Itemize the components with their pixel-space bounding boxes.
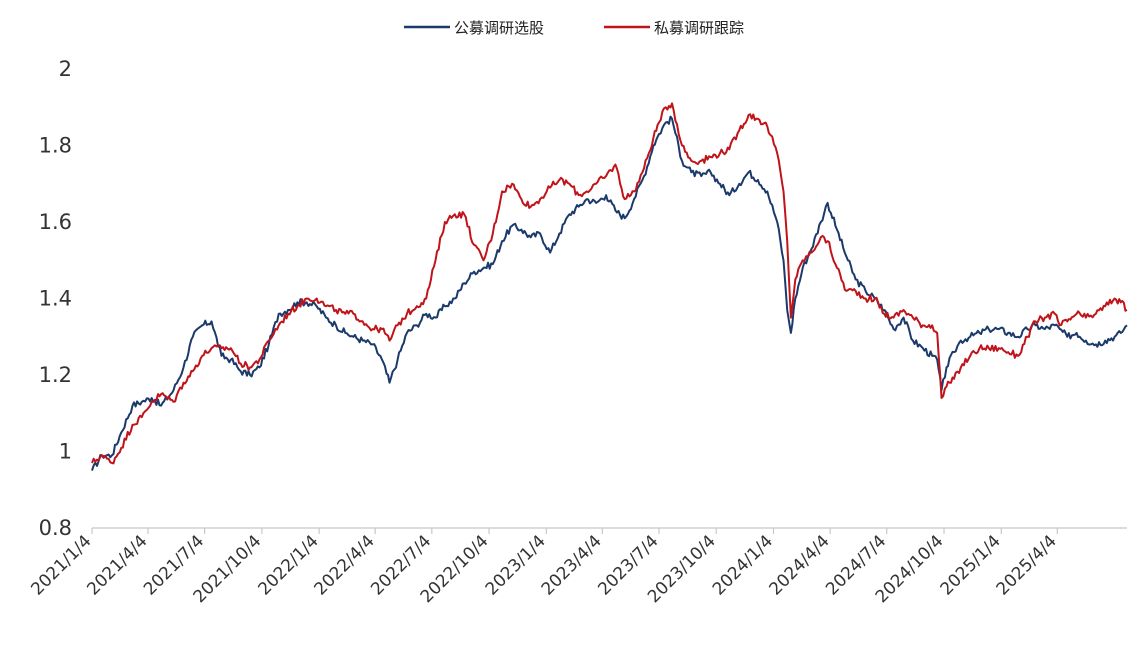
x-tick-label: 2022/1/4	[255, 531, 323, 599]
series-line-public	[91, 115, 1128, 471]
y-tick-label: 1.6	[39, 210, 72, 234]
plot-area	[91, 102, 1128, 471]
x-tick-label: 2025/1/4	[937, 531, 1005, 599]
x-tick-label: 2022/4/4	[311, 531, 379, 599]
x-tick-label: 2024/1/4	[709, 531, 777, 599]
y-tick-label: 1	[59, 440, 72, 464]
y-axis: 0.8 1 1.2 1.4 1.6 1.8 2	[39, 57, 72, 540]
legend-label-private: 私募调研跟踪	[654, 19, 744, 37]
y-tick-label: 2	[59, 57, 72, 81]
x-axis: 2021/1/42021/4/42021/7/42021/10/42022/1/…	[27, 527, 1127, 607]
x-tick-label: 2023/1/4	[482, 531, 550, 599]
legend-label-public: 公募调研选股	[454, 19, 544, 37]
series-line-private	[91, 102, 1128, 465]
y-tick-label: 1.8	[39, 134, 72, 158]
chart-legend: 公募调研选股 私募调研跟踪	[404, 19, 744, 37]
x-tick-label: 2025/4/4	[993, 531, 1061, 599]
x-tick-label: 2023/4/4	[538, 531, 606, 599]
y-tick-label: 1.2	[39, 363, 72, 387]
x-tick-label: 2024/4/4	[766, 531, 834, 599]
x-tick-label: 2021/4/4	[83, 531, 151, 599]
y-tick-label: 0.8	[39, 516, 72, 540]
y-tick-label: 1.4	[39, 287, 72, 311]
x-tick-label: 2021/1/4	[27, 531, 95, 599]
